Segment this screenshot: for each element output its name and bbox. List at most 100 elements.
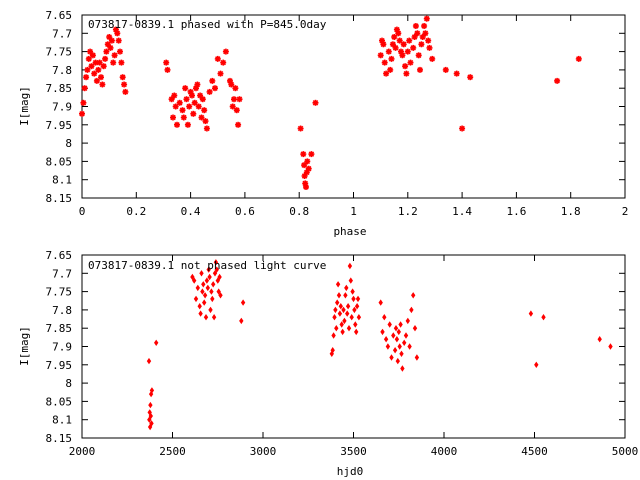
- unphased-y-tick-label: 8: [65, 377, 72, 390]
- phased-x-tick-label: 1: [350, 205, 357, 218]
- unphased-data-point: [389, 354, 394, 361]
- unphased-x-tick-label: 3500: [340, 445, 367, 458]
- phased-data-point: [211, 84, 219, 92]
- unphased-data-point: [345, 310, 350, 317]
- phased-data-point: [414, 51, 423, 60]
- phased-data-point: [98, 80, 107, 89]
- phased-data-point: [114, 36, 123, 45]
- unphased-data-point: [208, 306, 213, 313]
- phased-data-point: [391, 44, 400, 52]
- phased-data-point: [394, 29, 403, 38]
- phased-data-point: [574, 55, 583, 63]
- unphased-data-point: [148, 402, 153, 409]
- unphased-data-point: [396, 328, 401, 335]
- phased-data-point: [180, 113, 188, 122]
- phased-data-point: [553, 77, 561, 85]
- unphased-light-curve-panel: hjd0 I[mag] 2000 2500 3000 3500 4000 4500 5000…: [18, 249, 638, 478]
- phased-chart-title: 073817-0839.1 phased with P=845.0day: [88, 18, 327, 31]
- phased-data-point: [406, 58, 415, 67]
- phased-data-point: [120, 80, 128, 89]
- unphased-data-point: [355, 295, 361, 302]
- phased-data-point: [89, 51, 97, 60]
- phased-data-point: [219, 58, 227, 67]
- phased-data-point: [189, 110, 198, 118]
- phased-data-point: [466, 73, 475, 81]
- unphased-data-point: [209, 288, 214, 295]
- phased-data-point: [441, 66, 450, 74]
- phased-data-point: [170, 91, 179, 100]
- phased-data-point: [402, 69, 411, 78]
- unphased-data-point: [332, 314, 337, 321]
- phased-data-point: [222, 47, 230, 56]
- phased-data-point: [108, 36, 116, 45]
- phased-data-point: [169, 113, 177, 122]
- unphased-data-point: [382, 314, 387, 321]
- phased-x-tick-label: 1.4: [452, 205, 472, 218]
- unphased-data-point: [385, 343, 391, 350]
- phased-data-point: [216, 69, 225, 78]
- unphased-data-point: [412, 325, 418, 332]
- phased-data-point: [79, 99, 88, 107]
- phased-y-tick-label: 7.7: [52, 27, 72, 40]
- phased-x-tick-label: 0.2: [126, 205, 146, 218]
- phased-data-point: [412, 22, 420, 30]
- phased-data-point: [296, 124, 305, 133]
- unphased-data-point: [350, 288, 355, 295]
- phased-data-point: [376, 51, 385, 60]
- unphased-data-point: [347, 263, 353, 269]
- unphased-data-point: [383, 336, 389, 343]
- phased-data-point: [194, 102, 203, 111]
- unphased-y-tick-label: 7.65: [46, 249, 73, 262]
- unphased-y-tick-label: 7.7: [52, 267, 72, 280]
- unphased-data-point: [210, 295, 215, 302]
- unphased-data-point: [403, 332, 409, 339]
- phased-data-point: [413, 29, 422, 38]
- phased-data-point: [208, 77, 217, 85]
- unphased-data-point: [195, 284, 200, 291]
- phased-data-point: [399, 40, 408, 49]
- phased-data-point: [422, 14, 431, 23]
- unphased-plot-frame: [81, 254, 626, 439]
- unphased-data-point: [393, 325, 399, 332]
- phased-data-point: [234, 121, 242, 129]
- unphased-data-point: [608, 343, 613, 350]
- phased-y-tick-label: 8.1: [52, 174, 72, 187]
- unphased-data-point: [352, 306, 357, 313]
- phased-data-point: [181, 84, 189, 92]
- unphased-data-point: [146, 358, 152, 365]
- phased-data-point: [420, 22, 428, 30]
- phased-data-point: [201, 117, 210, 125]
- phased-data-point: [78, 110, 86, 118]
- phased-data-point: [205, 88, 214, 96]
- phased-data-point: [200, 106, 208, 114]
- phased-data-point: [452, 69, 461, 78]
- unphased-x-axis-label: hjd0: [337, 465, 364, 478]
- unphased-data-point: [154, 339, 159, 346]
- phased-data-point: [162, 58, 170, 67]
- phased-data-point: [401, 62, 409, 70]
- phased-y-tick-label: 7.8: [52, 64, 72, 77]
- unphased-data-point: [336, 292, 342, 299]
- phased-data-point: [188, 91, 196, 100]
- phased-data-point: [458, 124, 466, 133]
- phased-data-point: [299, 150, 308, 158]
- unphased-y-tick-label: 7.75: [46, 286, 73, 299]
- unphased-data-point: [392, 347, 398, 354]
- unphased-data-point: [400, 365, 405, 372]
- phased-x-tick-label: 1.2: [398, 205, 418, 218]
- unphased-data-point: [344, 284, 349, 291]
- phased-data-point: [307, 150, 316, 158]
- phased-y-tick-label: 7.75: [46, 46, 73, 59]
- unphased-data-point: [407, 343, 412, 350]
- phased-data-point: [118, 73, 127, 81]
- phased-x-tick-label: 1.8: [561, 205, 581, 218]
- phased-y-axis-label: I[mag]: [18, 86, 31, 126]
- unphased-data-point: [342, 317, 347, 324]
- phased-x-tick-label: 0: [79, 205, 86, 218]
- phased-data-point: [424, 36, 433, 45]
- phased-light-curve-panel: phase I[mag] 0 0.2 0.4 0.6 0.8 1 1.2 1.4 1.6 1.8 2…: [18, 9, 628, 238]
- phased-data-point: [425, 44, 434, 52]
- unphased-data-point: [378, 299, 383, 306]
- phased-data-point: [94, 66, 103, 74]
- phased-x-axis-label: phase: [333, 225, 366, 238]
